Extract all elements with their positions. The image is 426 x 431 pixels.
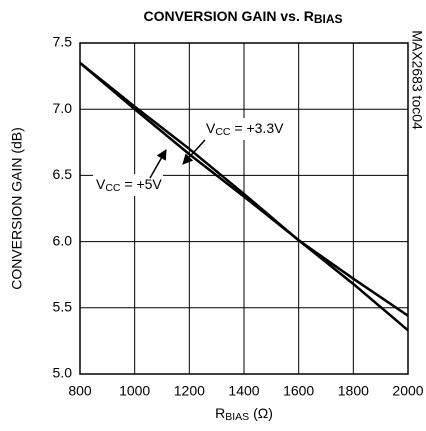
y-tick-label: 6.5 — [53, 166, 73, 182]
x-tick-label: 1400 — [228, 383, 259, 399]
x-axis-label-part: (Ω) — [249, 405, 273, 421]
x-tick-label: 1800 — [338, 383, 369, 399]
legend-label-part: V — [206, 120, 216, 136]
annotation-bg — [203, 118, 293, 140]
x-axis-label-part: BIAS — [225, 411, 249, 423]
legend-label-part: V — [96, 176, 106, 192]
x-axis-label: RBIAS (Ω) — [215, 405, 273, 423]
x-tick-label: 800 — [68, 383, 92, 399]
chart-title-part: BIAS — [314, 12, 343, 26]
x-tick-label: 2000 — [392, 383, 423, 399]
legend-label-part: = +3.3V — [231, 120, 285, 136]
legend-label: VCC = +3.3V — [206, 120, 284, 138]
chart-title: CONVERSION GAIN vs. RBIAS — [143, 8, 342, 27]
side-note: MAX2683 toc04 — [409, 30, 425, 130]
x-axis-label-part: R — [215, 405, 225, 421]
legend-label: VCC = +5V — [96, 176, 162, 194]
x-tick-label: 1000 — [119, 383, 150, 399]
legend-label-part: = +5V — [121, 176, 163, 192]
y-tick-label: 7.5 — [53, 34, 73, 50]
arrow — [182, 139, 206, 165]
y-tick-label: 6.0 — [53, 232, 73, 248]
x-tick-label: 1600 — [283, 383, 314, 399]
x-tick-label: 1200 — [174, 383, 205, 399]
legend-label-part: CC — [215, 126, 231, 138]
arrow — [149, 149, 167, 179]
y-axis-label: CONVERSION GAIN (dB) — [9, 127, 25, 290]
y-tick-label: 5.0 — [53, 365, 73, 381]
plot-frame — [79, 42, 409, 375]
legend-label-part: CC — [105, 182, 121, 194]
chart-title-part: CONVERSION GAIN vs. R — [143, 8, 313, 24]
series-line — [79, 61, 409, 332]
y-tick-label: 5.5 — [53, 299, 73, 315]
annotation-bg — [93, 174, 163, 196]
series-line — [79, 61, 409, 317]
y-tick-label: 7.0 — [53, 100, 73, 116]
